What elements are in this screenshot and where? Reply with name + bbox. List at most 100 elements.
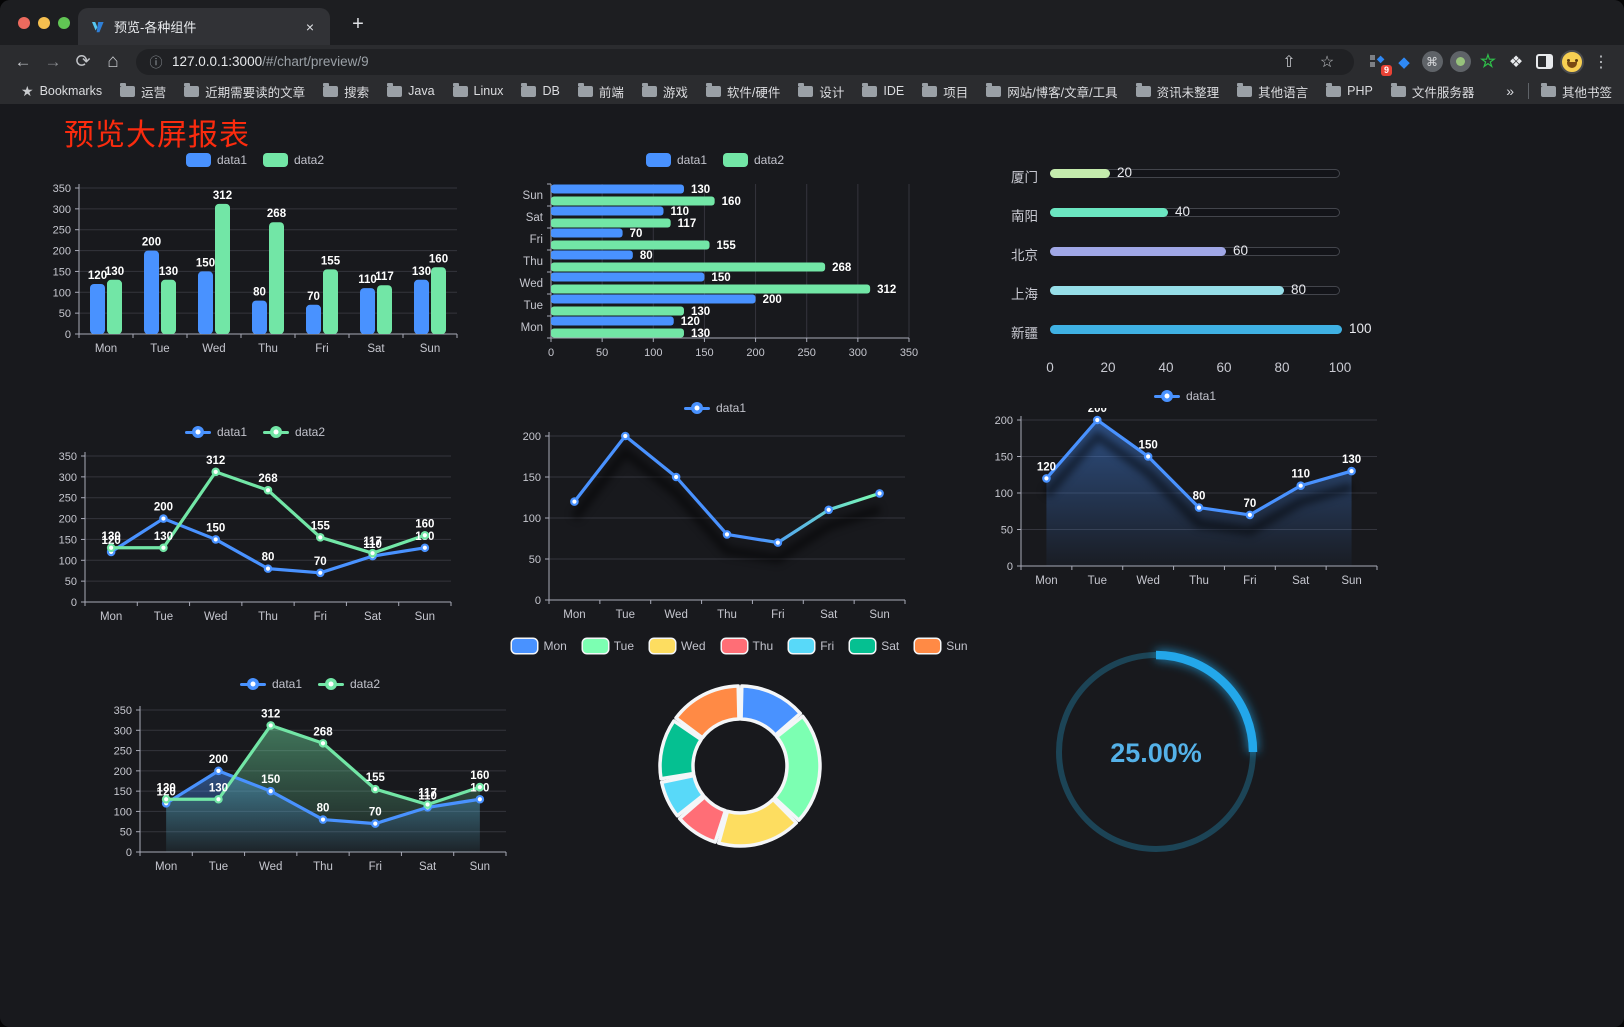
chart-legend: Mon Tue Wed Thu Fri Sat Sun — [512, 634, 968, 658]
bookmark-folder[interactable]: 近期需要读的文章 — [175, 80, 314, 102]
page-content: 预览大屏报表 data1 data2 0 50 100 150 200 250 300 350 Mo… — [0, 104, 1624, 1027]
svg-text:312: 312 — [206, 455, 225, 467]
svg-text:0: 0 — [535, 595, 541, 607]
reload-icon[interactable] — [68, 47, 98, 77]
svg-text:Wed: Wed — [202, 343, 225, 355]
gem-extension-icon[interactable] — [1390, 47, 1418, 77]
site-info-icon[interactable] — [148, 47, 164, 77]
bookmark-folder[interactable]: 项目 — [913, 80, 977, 102]
bookmark-folder[interactable]: 搜索 — [314, 80, 378, 102]
bookmarks-right-group: » 其他书签 — [1502, 80, 1614, 102]
legend-item-Fri[interactable]: Fri — [789, 639, 834, 653]
green-star-extension-icon[interactable] — [1474, 47, 1502, 77]
other-bookmarks-folder[interactable]: 其他书签 — [1539, 80, 1614, 102]
legend-item-data2[interactable]: data2 — [723, 153, 784, 167]
browser-tab[interactable]: 预览-各种组件 × — [78, 8, 330, 45]
bookmark-folder[interactable]: Linux — [444, 80, 513, 102]
bookmark-folder[interactable]: 文件服务器 — [1382, 80, 1484, 102]
folder-icon — [1540, 82, 1556, 97]
svg-text:Sun: Sun — [420, 343, 440, 355]
profile-avatar[interactable] — [1558, 47, 1586, 77]
folder-icon — [387, 82, 403, 97]
svg-text:250: 250 — [59, 493, 77, 505]
svg-text:268: 268 — [258, 473, 278, 485]
svg-text:150: 150 — [1139, 440, 1158, 452]
svg-text:110: 110 — [418, 790, 437, 802]
bookmark-star-icon[interactable] — [1312, 47, 1342, 77]
legend-item-Thu[interactable]: Thu — [721, 639, 773, 653]
svg-text:120: 120 — [1037, 461, 1056, 473]
legend-item-Tue[interactable]: Tue — [582, 639, 634, 653]
legend-item-data2[interactable]: data2 — [263, 153, 324, 167]
side-panel-icon[interactable] — [1530, 47, 1558, 77]
extensions-puzzle-icon[interactable] — [1502, 47, 1530, 77]
home-icon[interactable] — [98, 47, 128, 77]
zoom-window-button[interactable] — [58, 17, 70, 29]
folder-icon — [1390, 82, 1406, 97]
url-path: /#/chart/preview/9 — [262, 54, 369, 69]
command-extension-icon[interactable] — [1418, 47, 1446, 77]
bookmark-folder-label: DB — [542, 84, 560, 98]
svg-text:Mon: Mon — [521, 322, 543, 334]
bookmark-folder[interactable]: PHP — [1317, 80, 1382, 102]
extension-tabs-icon[interactable]: ◆ 9 — [1362, 47, 1392, 77]
bookmark-folder[interactable]: 软件/硬件 — [697, 80, 789, 102]
bookmarks-bar: Bookmarks 运营 近期需要读的文章 搜索 Java Linux DB 前端 游戏 软件/… — [0, 78, 1624, 104]
legend-item-data1[interactable]: data1 — [184, 425, 247, 439]
legend-item-data1[interactable]: data1 — [1153, 389, 1216, 403]
bookmarks-root-folder[interactable]: Bookmarks — [12, 80, 111, 102]
svg-text:Wed: Wed — [1136, 575, 1159, 587]
folder-icon — [705, 82, 721, 97]
bookmark-folder[interactable]: 前端 — [569, 80, 633, 102]
bookmark-folder[interactable]: Java — [378, 80, 443, 102]
menu-kebab-icon[interactable] — [1586, 47, 1616, 77]
bookmark-folder[interactable]: 运营 — [111, 80, 175, 102]
address-bar[interactable]: 127.0.0.1:3000/#/chart/preview/9 — [136, 47, 1354, 77]
svg-text:130: 130 — [691, 328, 710, 340]
folder-icon — [1326, 82, 1342, 97]
bookmark-folder[interactable]: 资讯未整理 — [1127, 80, 1229, 102]
bookmarks-overflow-chevron[interactable]: » — [1506, 83, 1514, 99]
bookmark-folder[interactable]: DB — [512, 80, 568, 102]
back-icon[interactable] — [8, 47, 38, 77]
bookmark-folder[interactable]: 设计 — [789, 80, 853, 102]
donut-chart: Mon Tue Wed Thu Fri Sat Sun — [512, 634, 968, 859]
forward-icon[interactable] — [38, 47, 68, 77]
tab-close-icon[interactable]: × — [305, 18, 314, 35]
legend-item-data1[interactable]: data1 — [185, 153, 247, 167]
legend-item-Wed[interactable]: Wed — [650, 639, 706, 653]
chart-legend: data1 — [985, 384, 1385, 408]
legend-item-Sun[interactable]: Sun — [915, 639, 968, 653]
legend-item-data1[interactable]: data1 — [645, 153, 707, 167]
svg-text:Sun: Sun — [869, 609, 889, 621]
svg-text:100: 100 — [114, 806, 132, 818]
close-window-button[interactable] — [18, 17, 30, 29]
legend-item-Sat[interactable]: Sat — [850, 639, 899, 653]
bookmark-folder[interactable]: 网站/博客/文章/工具 — [977, 80, 1126, 102]
svg-text:200: 200 — [746, 347, 764, 359]
minimize-window-button[interactable] — [38, 17, 50, 29]
svg-text:Fri: Fri — [1243, 575, 1256, 587]
svg-text:130: 130 — [691, 184, 710, 196]
svg-text:Thu: Thu — [523, 256, 543, 268]
share-icon[interactable] — [1274, 47, 1304, 77]
svg-text:110: 110 — [1291, 469, 1310, 481]
legend-item-data1[interactable]: data1 — [683, 401, 746, 415]
svg-text:80: 80 — [640, 250, 653, 262]
legend-item-data2[interactable]: data2 — [318, 677, 380, 691]
bookmark-folder[interactable]: 其他语言 — [1228, 80, 1317, 102]
svg-text:160: 160 — [429, 253, 448, 265]
bookmark-folder[interactable]: IDE — [853, 80, 913, 102]
legend-item-Mon[interactable]: Mon — [512, 639, 567, 653]
legend-item-data2[interactable]: data2 — [263, 425, 325, 439]
svg-text:150: 150 — [114, 786, 132, 798]
browser-toolbar: 127.0.0.1:3000/#/chart/preview/9 ◆ 9 — [0, 45, 1624, 78]
recorder-extension-icon[interactable] — [1446, 47, 1474, 77]
svg-text:130: 130 — [157, 782, 176, 794]
bookmark-folder-label: 设计 — [819, 85, 845, 100]
legend-item-data1[interactable]: data1 — [239, 677, 302, 691]
bookmark-folder-label: PHP — [1347, 84, 1373, 98]
new-tab-button[interactable]: + — [352, 12, 364, 35]
svg-text:Thu: Thu — [1189, 575, 1209, 587]
bookmark-folder[interactable]: 游戏 — [633, 80, 697, 102]
